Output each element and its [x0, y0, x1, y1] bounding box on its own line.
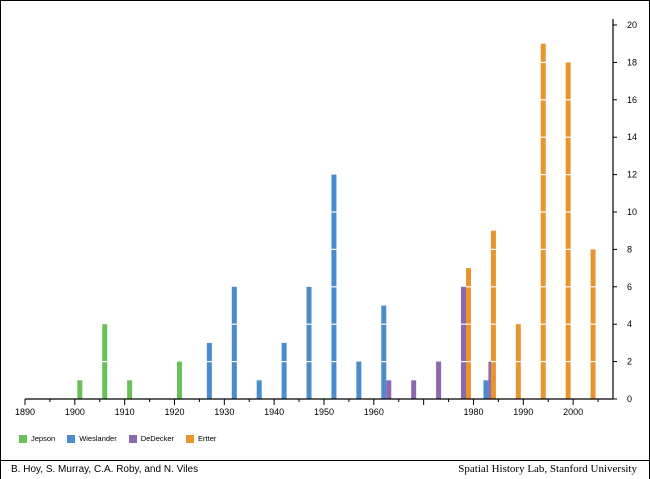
bar-dedecker-0: [386, 380, 392, 399]
bar-ertter-3: [540, 43, 546, 399]
x-tick-label: 1950: [314, 407, 334, 417]
x-tick-label: 1890: [15, 407, 35, 417]
y-tick-label: 18: [627, 57, 637, 67]
y-tick-label: 20: [627, 20, 637, 30]
x-tick-label: 1900: [65, 407, 85, 417]
legend-swatch-jepson: [19, 434, 27, 443]
x-tick-label: 2000: [563, 407, 583, 417]
x-tick-label: 1960: [364, 407, 384, 417]
x-tick-label: 1910: [115, 407, 135, 417]
bar-wieslander-7: [381, 305, 387, 399]
legend-item-wieslander: Wieslander: [67, 434, 117, 443]
x-tick-label: 1990: [513, 407, 533, 417]
legend-label-ertter: Ertter: [198, 434, 217, 443]
bar-jepson-3: [176, 361, 182, 399]
bar-ertter-1: [490, 230, 496, 399]
bar-jepson-2: [127, 380, 133, 399]
bar-wieslander-2: [256, 380, 262, 399]
x-tick-label: 1930: [214, 407, 234, 417]
legend-label-jepson: Jepson: [31, 434, 56, 443]
legend-item-dedecker: DeDecker: [128, 434, 175, 443]
footer-lab: Spatial History Lab, Stanford University: [458, 463, 637, 475]
bar-wieslander-3: [281, 342, 287, 399]
y-tick-label: 6: [627, 282, 632, 292]
x-tick-label: 1920: [164, 407, 184, 417]
bar-wieslander-8: [483, 380, 489, 399]
legend-item-ertter: Ertter: [186, 434, 216, 443]
legend-swatch-wieslander: [67, 434, 76, 443]
bar-wieslander-0: [206, 342, 212, 399]
footer-authors: B. Hoy, S. Murray, C.A. Roby, and N. Vil…: [11, 464, 199, 475]
bar-wieslander-4: [306, 286, 312, 399]
y-tick-label: 14: [627, 132, 637, 142]
y-tick-label: 10: [627, 207, 637, 217]
chart-plot: 1890 1900 1910 1920 1930 1940 1950 1960 1980 1990…: [15, 19, 637, 417]
y-tick-label: 4: [627, 319, 632, 329]
legend-swatch-dedecker: [128, 434, 137, 443]
x-tick-label: 1980: [463, 407, 483, 417]
y-tick-label: 8: [627, 244, 632, 254]
legend-item-jepson: Jepson: [19, 434, 55, 443]
footer-bar: B. Hoy, S. Murray, C.A. Roby, and N. Vil…: [1, 460, 649, 479]
x-tick-label: 1940: [264, 407, 284, 417]
chart-legend: Jepson Wieslander DeDecker Ertter: [19, 434, 216, 443]
y-tick-label: 0: [627, 394, 632, 404]
bar-wieslander-6: [356, 361, 362, 399]
bar-ertter-4: [565, 62, 571, 400]
bar-jepson-0: [77, 380, 83, 399]
legend-label-wieslander: Wieslander: [79, 434, 117, 443]
bar-dedecker-1: [411, 380, 417, 399]
bar-wieslander-1: [231, 286, 237, 399]
bar-ertter-0: [465, 268, 471, 399]
y-tick-label: 16: [627, 95, 637, 105]
bar-dedecker-3: [461, 286, 467, 399]
legend-swatch-ertter: [186, 434, 195, 443]
bar-dedecker-2: [436, 361, 442, 399]
legend-label-dedecker: DeDecker: [140, 434, 175, 443]
y-tick-label: 12: [627, 170, 637, 180]
y-tick-label: 2: [627, 357, 632, 367]
